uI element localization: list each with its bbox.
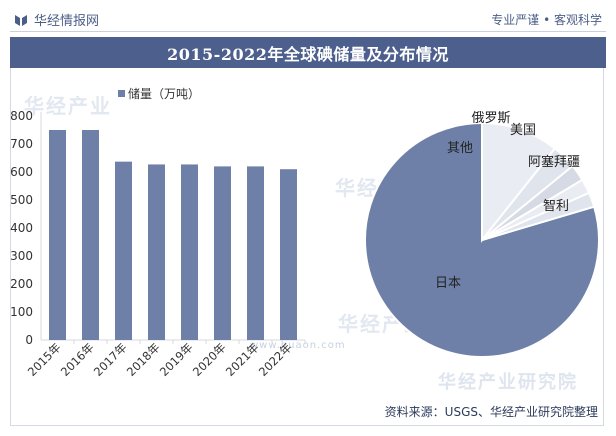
legend-swatch <box>118 90 125 97</box>
y-tick-label: 700 <box>10 137 33 151</box>
slogan: 专业严谨 • 客观科学 <box>491 13 602 27</box>
x-tick-label: 2019年 <box>157 340 196 379</box>
x-tick-label: 2016年 <box>58 340 97 379</box>
legend-label: 储量（万吨） <box>128 86 200 101</box>
y-tick-label: 400 <box>10 221 33 235</box>
pie-label: 俄罗斯 <box>471 111 510 126</box>
brand-logo-icon <box>15 14 27 26</box>
pie-label: 日本 <box>435 276 461 291</box>
y-tick-label: 600 <box>10 165 33 179</box>
y-tick-label: 800 <box>10 109 33 123</box>
pie-slice <box>481 191 596 241</box>
watermark-brand: 华经产业 <box>24 94 112 118</box>
bar <box>49 130 66 340</box>
header-divider <box>10 31 606 32</box>
bar <box>82 130 99 340</box>
chart-title: 2015-2022年全球碘储量及分布情况 <box>10 37 606 68</box>
bar <box>247 166 264 340</box>
pie-slice <box>481 121 557 243</box>
chart-frame <box>10 68 604 426</box>
brand: 华经情报网 <box>14 10 99 29</box>
watermark-url: www.huaon.com <box>250 340 346 351</box>
y-tick-label: 100 <box>10 305 33 319</box>
brand-name: 华经情报网 <box>34 14 100 29</box>
bar <box>148 164 165 340</box>
y-tick-label: 200 <box>10 277 33 291</box>
x-tick-label: 2022年 <box>256 340 295 379</box>
x-tick-label: 2018年 <box>124 340 163 379</box>
bar <box>214 166 231 340</box>
pie-label: 美国 <box>510 123 536 138</box>
y-tick-label: 0 <box>25 333 33 347</box>
watermark-company: 华经产业研究院 <box>438 372 578 393</box>
bar <box>115 161 132 340</box>
pie-label: 阿塞拜疆 <box>528 154 580 170</box>
x-tick-label: 2021年 <box>223 340 262 379</box>
top-bar: 华经情报网 专业严谨 • 客观科学 <box>0 0 616 34</box>
x-tick-label: 2017年 <box>91 340 130 379</box>
bar <box>181 164 198 340</box>
pie-label: 智利 <box>543 199 569 214</box>
pie-label: 其他 <box>447 141 473 156</box>
source-note: 资料来源：USGS、华经产业研究院整理 <box>384 405 598 419</box>
x-tick-label: 2020年 <box>190 340 229 379</box>
y-tick-label: 300 <box>10 249 33 263</box>
y-tick-label: 500 <box>10 193 33 207</box>
bar <box>280 169 297 340</box>
